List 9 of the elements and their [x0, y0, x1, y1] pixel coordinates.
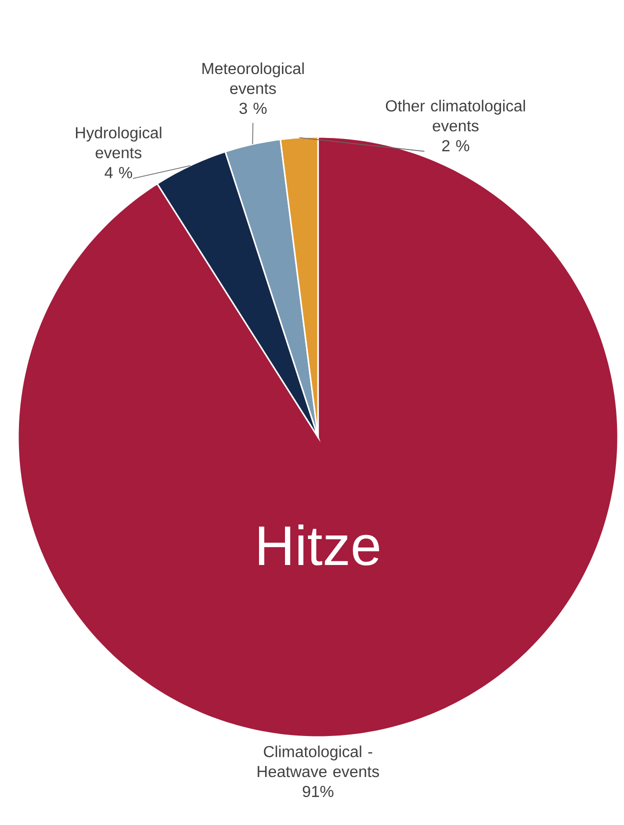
data-label: 3 % — [239, 102, 267, 114]
slice-label: Hydrological events — [76, 126, 162, 158]
data-label: 91% — [302, 786, 334, 798]
slice-label: Other climatological events — [386, 100, 525, 132]
data-label: 4 % — [104, 167, 132, 178]
data-label: 2 % — [442, 140, 470, 152]
slice-label: Climatological - Heatwave events — [258, 746, 379, 778]
slice-label: Meteorological events — [202, 62, 304, 94]
text: Hitze — [259, 524, 380, 566]
